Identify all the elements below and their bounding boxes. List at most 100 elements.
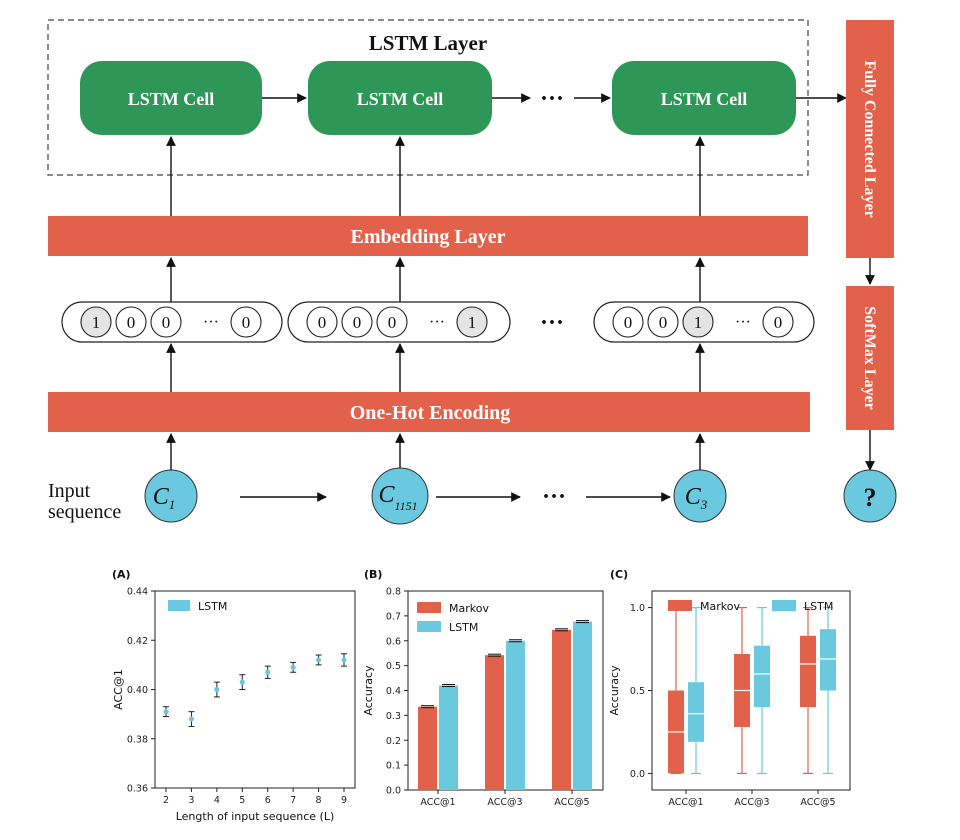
vector-cell-circle <box>456 306 488 338</box>
vector-cell-circle <box>682 306 714 338</box>
x-tick-label: ACC@3 <box>487 797 522 808</box>
vector-cell-value: 0 <box>624 313 633 332</box>
y-tick-label: 0.36 <box>127 784 148 795</box>
cell-ellipsis: ··· <box>540 86 564 112</box>
y-tick-label: 0.1 <box>386 761 401 772</box>
onehot-vector-3: 0 0 1 ··· 0 <box>593 301 815 343</box>
input-node-sub: 3 <box>700 497 708 512</box>
vector-cell-value: 0 <box>774 313 783 332</box>
legend-label: LSTM <box>804 600 833 613</box>
y-tick-label: 0.0 <box>630 769 645 780</box>
vector-cell-value: 0 <box>162 313 171 332</box>
data-point <box>290 664 296 670</box>
lstm-cell-1: LSTM Cell <box>80 61 262 135</box>
x-tick-label: 9 <box>341 795 347 806</box>
data-point <box>315 657 322 663</box>
box <box>820 629 836 691</box>
vector-cell-value: 0 <box>353 313 362 332</box>
vector-cell-value: 1 <box>92 313 101 332</box>
x-tick-label: 3 <box>188 795 194 806</box>
panel-label: (A) <box>112 568 131 581</box>
input-node-3: C3 <box>673 469 727 523</box>
y-tick-label: 0.8 <box>386 587 401 598</box>
data-point <box>163 709 169 715</box>
x-tick-label: ACC@3 <box>734 797 769 808</box>
vector-cell-value: 1 <box>468 313 477 332</box>
box <box>754 645 770 708</box>
panel-label: (C) <box>610 568 628 581</box>
box <box>800 635 816 708</box>
y-tick-label: 1.0 <box>630 603 645 614</box>
svg-text:C1: C1 <box>153 484 176 512</box>
lstm-cell-label: LSTM Cell <box>128 89 215 109</box>
vector-cell-circle <box>376 306 408 338</box>
softmax-layer <box>846 286 894 430</box>
y-tick-label: 0.2 <box>386 736 401 747</box>
lstm-cell-label: LSTM Cell <box>661 89 748 109</box>
embedding-layer-label: Embedding Layer <box>350 226 505 248</box>
vector-cell-value: 1 <box>694 313 703 332</box>
x-tick-label: ACC@5 <box>800 797 835 808</box>
lstm-layer-frame <box>47 19 809 176</box>
onehot-encoding-label: One-Hot Encoding <box>350 402 511 424</box>
y-axis-label: Accuracy <box>608 665 621 716</box>
lstm-cell-2: LSTM Cell <box>308 61 492 135</box>
bar <box>418 706 437 790</box>
data-point <box>265 669 271 675</box>
chart-b-accuracy-bars: (B) 0.0 0.1 0.2 0.3 0.4 0.5 0.6 0.7 0.8 Accuracy AC… <box>362 568 604 808</box>
vector-cell-value: 0 <box>318 313 327 332</box>
data-point <box>239 679 245 685</box>
onehot-encoding-layer <box>48 392 810 432</box>
box <box>688 682 704 742</box>
input-node-sub: 1151 <box>394 499 417 513</box>
vector-ellipsis: ··· <box>540 310 564 336</box>
input-node-1: C1 <box>144 469 198 523</box>
vector-cell-value: 0 <box>127 313 136 332</box>
chart-a-acc1-vs-length: (A) 0.36 0.38 0.40 0.42 0.44 2 3 4 5 6 7 8 9 Length of… <box>112 568 356 823</box>
y-tick-label: 0.42 <box>127 636 148 647</box>
x-tick-label: ACC@1 <box>420 797 455 808</box>
vector-cell-value: 0 <box>659 313 668 332</box>
embedding-layer <box>48 216 808 256</box>
x-tick-label: 2 <box>163 795 169 806</box>
output-node: ? <box>843 469 897 523</box>
y-tick-label: 0.44 <box>127 587 148 598</box>
input-sequence-label-line1: Input <box>48 480 91 502</box>
legend-label: Markov <box>700 600 740 613</box>
vector-cell-circle <box>612 306 644 338</box>
vector-cell-circle <box>341 306 373 338</box>
data-point <box>341 657 347 663</box>
vector-cell-ellipsis: ··· <box>735 314 751 331</box>
y-tick-label: 0.0 <box>386 786 401 797</box>
vector-cell-value: 0 <box>242 313 251 332</box>
legend-label: LSTM <box>449 621 478 634</box>
bar <box>506 640 525 790</box>
y-axis-label: ACC@1 <box>112 669 125 710</box>
legend-label: LSTM <box>198 600 227 613</box>
x-tick-label: 8 <box>316 795 322 806</box>
legend-swatch <box>772 600 796 611</box>
input-node-main: C <box>378 482 395 508</box>
x-tick-label: ACC@5 <box>554 797 589 808</box>
onehot-vector-2: 0 0 0 ··· 1 <box>287 301 511 343</box>
fully-connected-label: Fully Connected Layer <box>861 60 878 217</box>
svg-text:C1151: C1151 <box>378 482 417 513</box>
sequence-ellipsis: ··· <box>542 484 566 510</box>
bar <box>439 685 458 790</box>
lstm-cell-label: LSTM Cell <box>357 89 444 109</box>
bar <box>573 621 592 790</box>
vector-cell-circle <box>306 306 338 338</box>
vector-cell-ellipsis: ··· <box>429 314 445 331</box>
data-point <box>214 686 220 693</box>
legend-label: Markov <box>449 602 489 615</box>
vector-cell-ellipsis: ··· <box>203 314 219 331</box>
lstm-layer-title: LSTM Layer <box>369 31 487 55</box>
vector-cell-circle <box>80 306 112 338</box>
softmax-label: SoftMax Layer <box>861 306 878 410</box>
input-node-main: C <box>685 484 702 510</box>
input-node-sub: 1 <box>169 497 176 512</box>
y-tick-label: 0.38 <box>127 734 148 745</box>
y-tick-label: 0.5 <box>386 661 401 672</box>
output-symbol: ? <box>864 483 877 512</box>
